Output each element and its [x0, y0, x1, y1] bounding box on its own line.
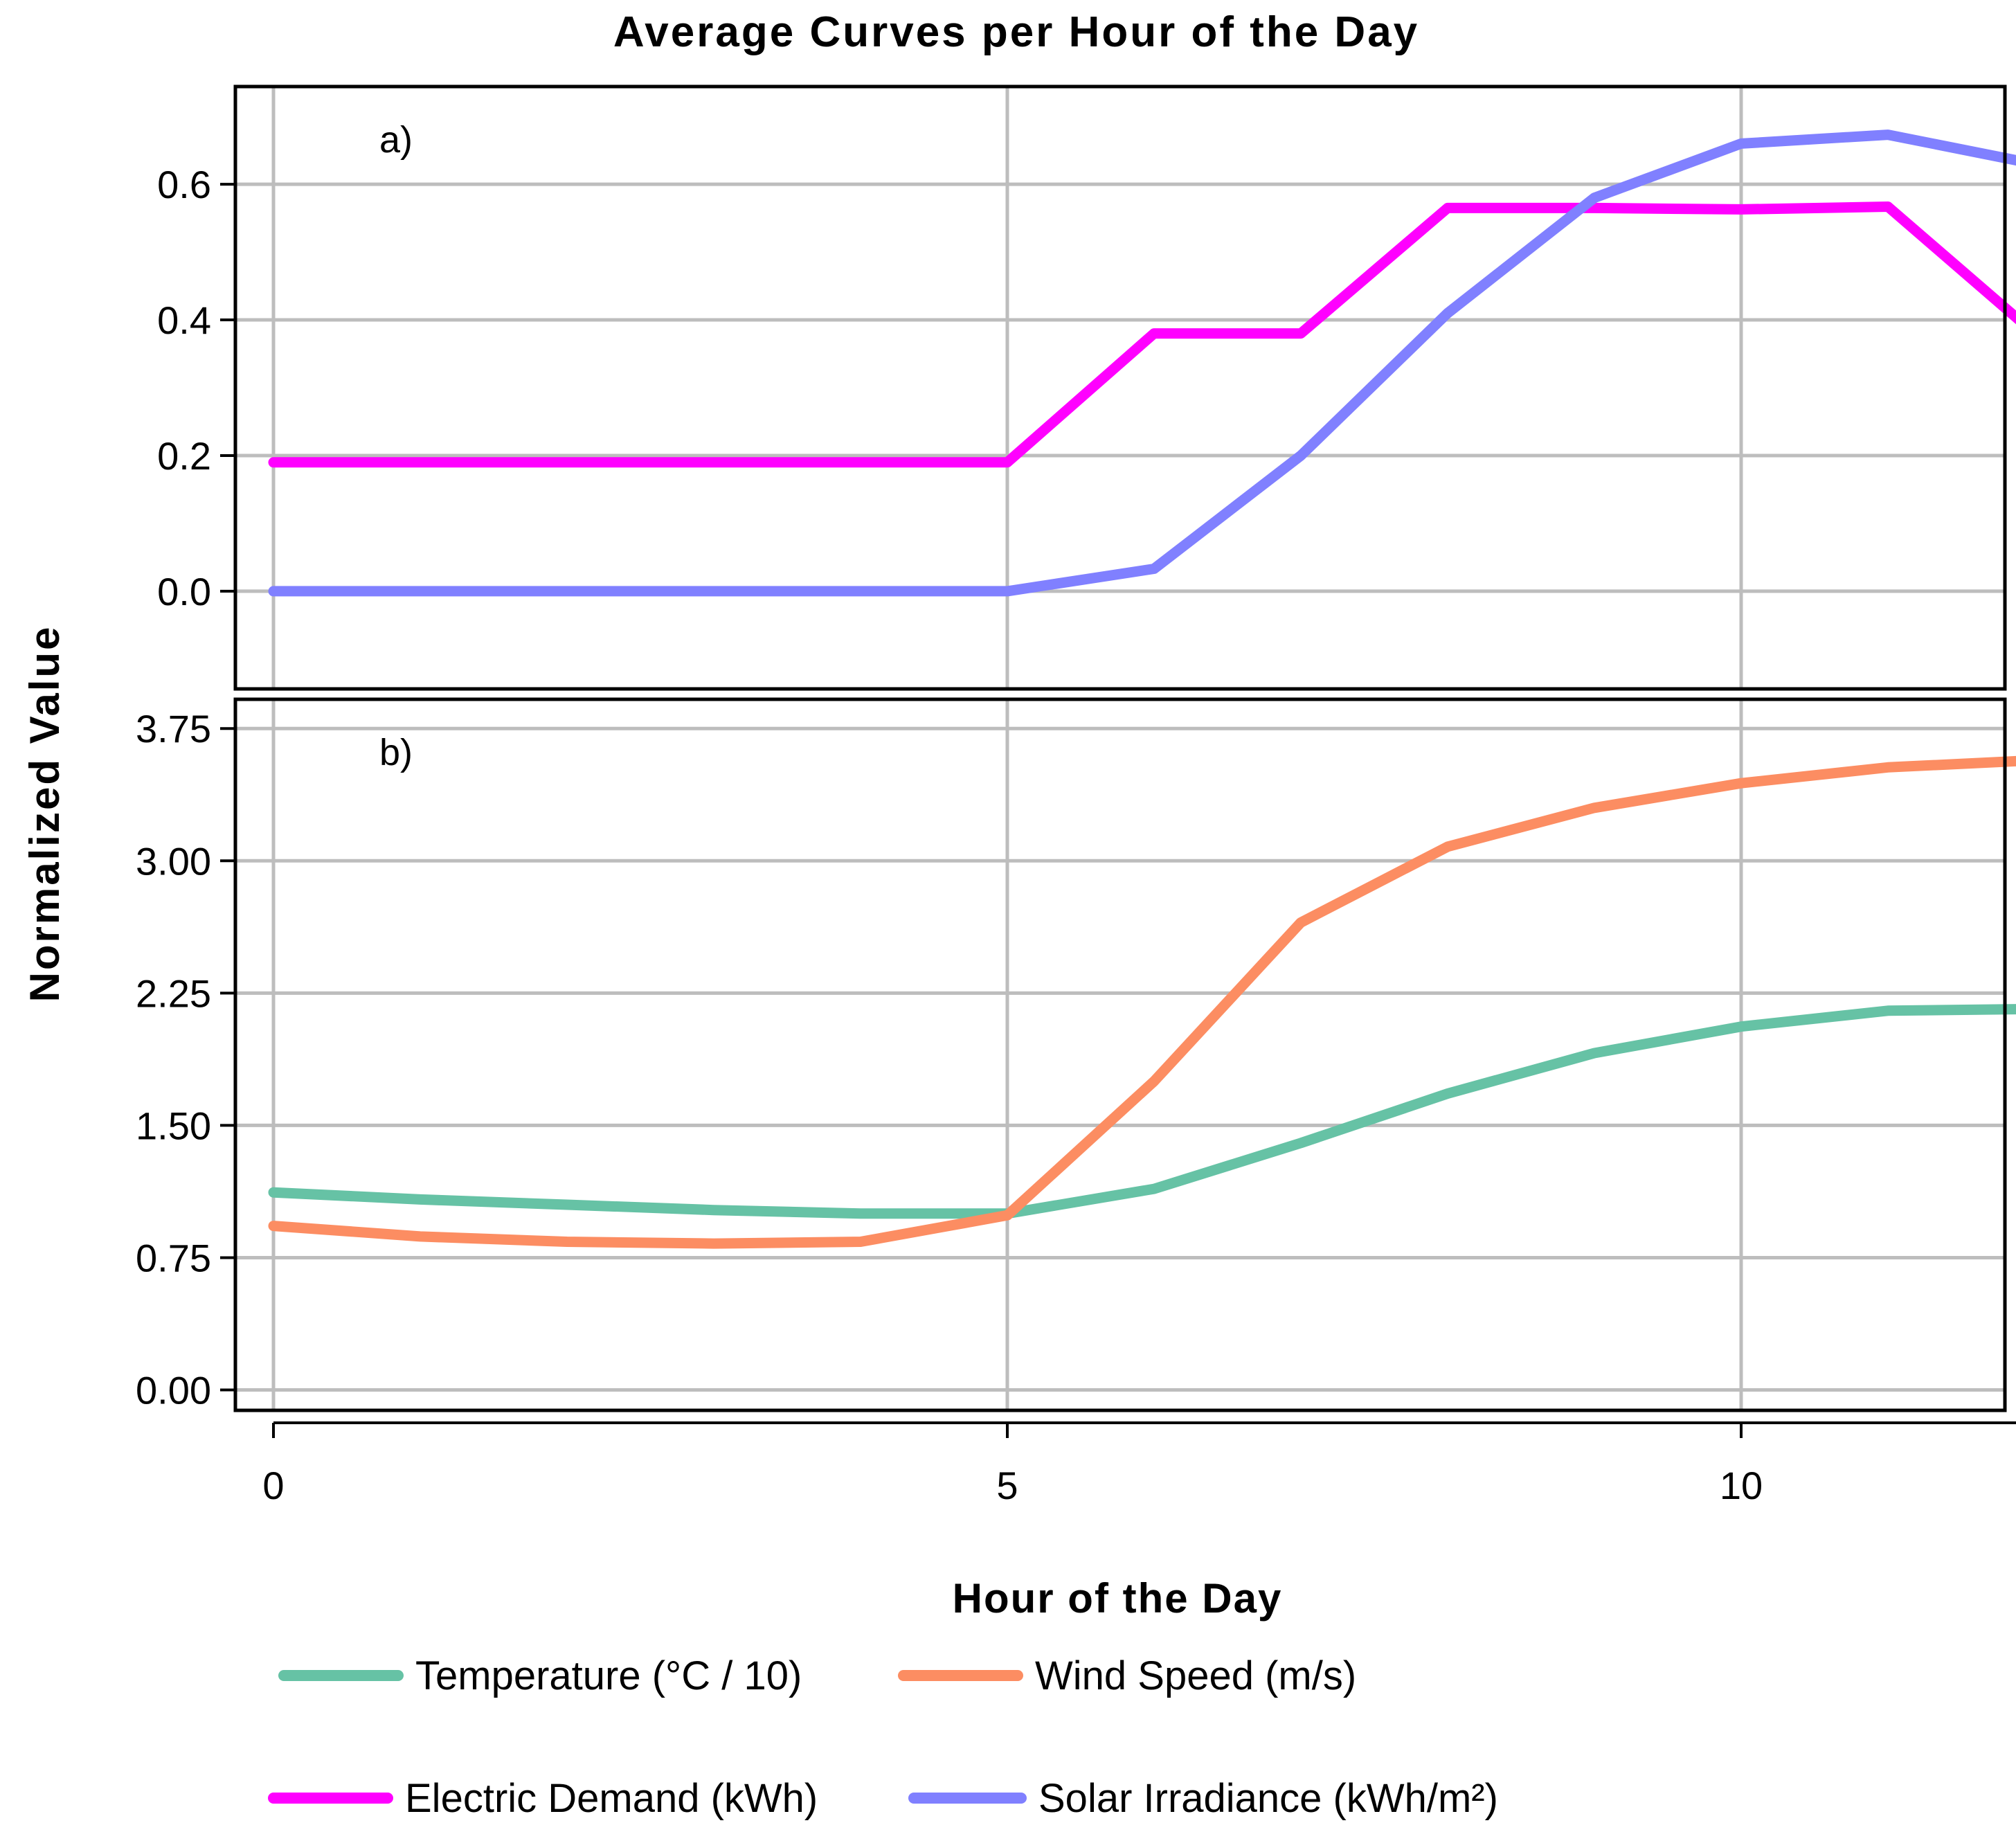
legend-item-electric-demand-kwh: Electric Demand (kWh)	[268, 1776, 818, 1821]
y-tick-label: 1.50	[136, 1104, 211, 1147]
x-tick-label: 10	[1720, 1464, 1763, 1507]
legend-item-temperature-c-10: Temperature (°C / 10)	[278, 1653, 802, 1698]
y-tick-label: 0.0	[157, 570, 211, 613]
y-tick-label: 2.25	[136, 971, 211, 1015]
panel-frame	[233, 84, 2007, 691]
y-tick-label: 0.4	[157, 298, 211, 342]
chart-title: Average Curves per Hour of the Day	[613, 8, 1419, 56]
legend-item-wind-speed-m-s: Wind Speed (m/s)	[898, 1653, 1356, 1698]
panels-layer: 0.0 0.2 0.4 0.6 a) 0.00 0.75 1.50 2.25 3.00 3.75 b)	[136, 84, 2016, 1412]
y-tick-label: 0.00	[136, 1369, 211, 1412]
x-tick-label: 5	[996, 1464, 1018, 1507]
panel-a: 0.0 0.2 0.4 0.6 a)	[157, 84, 2016, 691]
panel-label: b)	[379, 732, 413, 773]
y-axis-label: Normalized Value	[21, 625, 68, 1003]
legend-label: Solar Irradiance (kWh/m²)	[1038, 1776, 1498, 1821]
series-line-wind-speed-m-s	[268, 755, 2016, 1249]
y-tick-label: 3.75	[136, 707, 211, 751]
series-line-solar-irradiance-kwh-m	[268, 129, 2016, 597]
legend: Temperature (°C / 10) Wind Speed (m/s) Ele…	[268, 1653, 1498, 1821]
x-tick-label: 0	[262, 1464, 284, 1507]
y-tick-label: 0.2	[157, 434, 211, 478]
panel-label: a)	[379, 119, 413, 161]
x-axis: 05101520	[262, 1421, 2016, 1507]
legend-label: Electric Demand (kWh)	[405, 1776, 818, 1821]
legend-label: Temperature (°C / 10)	[415, 1653, 802, 1698]
y-tick-label: 3.00	[136, 839, 211, 883]
x-axis-label: Hour of the Day	[953, 1575, 1283, 1622]
y-tick-label: 0.6	[157, 163, 211, 206]
legend-item-solar-irradiance-kwh-m: Solar Irradiance (kWh/m²)	[908, 1776, 1498, 1821]
panel-frame	[233, 697, 2007, 1412]
y-tick-label: 0.75	[136, 1236, 211, 1279]
series-line-electric-demand-kwh	[268, 201, 2016, 468]
series-line-temperature-c-10	[268, 1004, 2016, 1219]
panel-b: 0.00 0.75 1.50 2.25 3.00 3.75 b)	[136, 697, 2016, 1412]
legend-label: Wind Speed (m/s)	[1035, 1653, 1356, 1698]
